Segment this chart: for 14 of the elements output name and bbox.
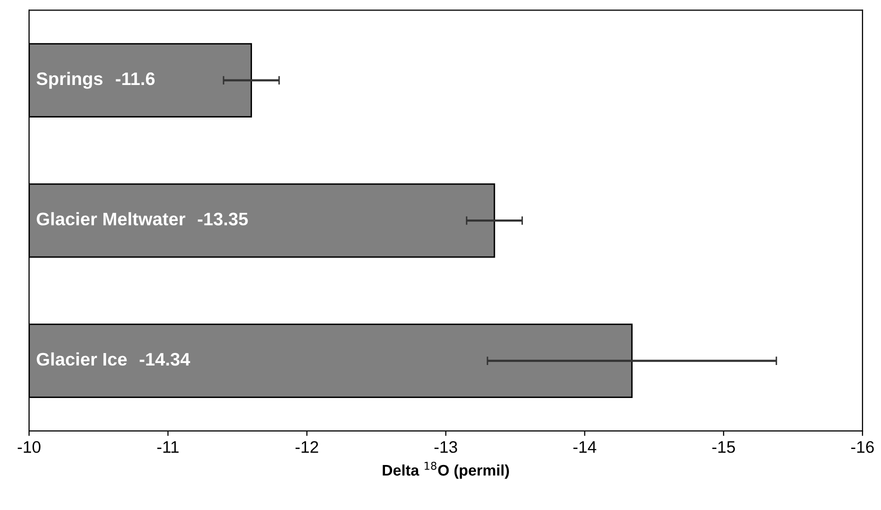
x-tick-label: -10: [18, 441, 40, 453]
x-tick-label: -14: [573, 441, 596, 453]
x-tick-label: -13: [434, 441, 458, 453]
x-tick-label: -15: [712, 441, 735, 453]
x-axis-title: Delta $^{18}$O (permil): [382, 462, 509, 479]
x-tick-label: -12: [296, 441, 318, 453]
data-label: -14.34: [140, 352, 190, 366]
y-tick-label: Springs: [36, 72, 102, 89]
x-tick-label: -11: [157, 441, 179, 453]
data-label: -13.35: [198, 212, 248, 226]
y-tick-label: Glacier Ice: [36, 352, 127, 366]
x-tick-label: -16: [851, 441, 874, 453]
data-label: -11.6: [116, 72, 155, 86]
y-tick-label: Glacier Meltwater: [36, 212, 186, 226]
